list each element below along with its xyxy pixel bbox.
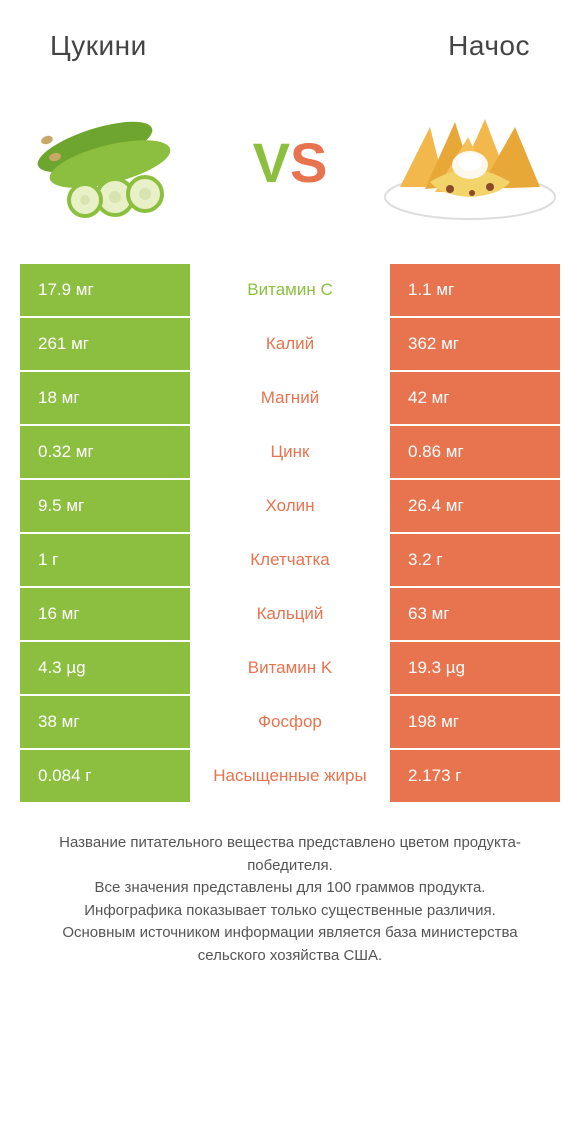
vs-label: VS [253, 130, 328, 195]
left-food-title: Цукини [50, 30, 147, 62]
table-row: 1 гКлетчатка3.2 г [20, 532, 560, 586]
left-value-cell: 4.3 µg [20, 642, 190, 694]
vs-s-letter: S [290, 130, 327, 195]
left-value-cell: 0.32 мг [20, 426, 190, 478]
header: Цукини Начос [0, 0, 580, 72]
left-value-cell: 1 г [20, 534, 190, 586]
footer-line-4: Основным источником информации является … [30, 922, 550, 967]
footer-line-2: Все значения представлены для 100 граммо… [30, 877, 550, 900]
footer-notes: Название питательного вещества представл… [0, 802, 580, 987]
left-value-cell: 9.5 мг [20, 480, 190, 532]
left-value-cell: 18 мг [20, 372, 190, 424]
nutrient-label: Витамин K [190, 642, 390, 694]
table-row: 18 мгМагний42 мг [20, 370, 560, 424]
zucchini-image [20, 92, 200, 232]
right-food-title: Начос [448, 30, 530, 62]
right-value-cell: 63 мг [390, 588, 560, 640]
right-value-cell: 19.3 µg [390, 642, 560, 694]
nutrient-label: Фосфор [190, 696, 390, 748]
vs-row: VS [0, 72, 580, 262]
nutrient-label: Кальций [190, 588, 390, 640]
table-row: 17.9 мгВитамин C1.1 мг [20, 262, 560, 316]
vs-v-letter: V [253, 130, 290, 195]
table-row: 38 мгФосфор198 мг [20, 694, 560, 748]
nutrient-label: Клетчатка [190, 534, 390, 586]
nachos-image [380, 92, 560, 232]
right-value-cell: 26.4 мг [390, 480, 560, 532]
right-value-cell: 198 мг [390, 696, 560, 748]
left-value-cell: 16 мг [20, 588, 190, 640]
nutrient-label: Калий [190, 318, 390, 370]
right-value-cell: 2.173 г [390, 750, 560, 802]
right-value-cell: 362 мг [390, 318, 560, 370]
right-value-cell: 0.86 мг [390, 426, 560, 478]
table-row: 16 мгКальций63 мг [20, 586, 560, 640]
table-row: 0.084 гНасыщенные жиры2.173 г [20, 748, 560, 802]
right-value-cell: 3.2 г [390, 534, 560, 586]
left-value-cell: 261 мг [20, 318, 190, 370]
table-row: 0.32 мгЦинк0.86 мг [20, 424, 560, 478]
left-value-cell: 38 мг [20, 696, 190, 748]
left-value-cell: 0.084 г [20, 750, 190, 802]
right-value-cell: 1.1 мг [390, 264, 560, 316]
footer-line-3: Инфографика показывает только существенн… [30, 900, 550, 923]
table-row: 9.5 мгХолин26.4 мг [20, 478, 560, 532]
nutrient-label: Витамин C [190, 264, 390, 316]
nutrient-label: Холин [190, 480, 390, 532]
footer-line-1: Название питательного вещества представл… [30, 832, 550, 877]
nutrient-label: Насыщенные жиры [190, 750, 390, 802]
nutrient-label: Цинк [190, 426, 390, 478]
table-row: 261 мгКалий362 мг [20, 316, 560, 370]
nutrient-label: Магний [190, 372, 390, 424]
table-row: 4.3 µgВитамин K19.3 µg [20, 640, 560, 694]
nutrient-table: 17.9 мгВитамин C1.1 мг261 мгКалий362 мг1… [20, 262, 560, 802]
right-value-cell: 42 мг [390, 372, 560, 424]
left-value-cell: 17.9 мг [20, 264, 190, 316]
